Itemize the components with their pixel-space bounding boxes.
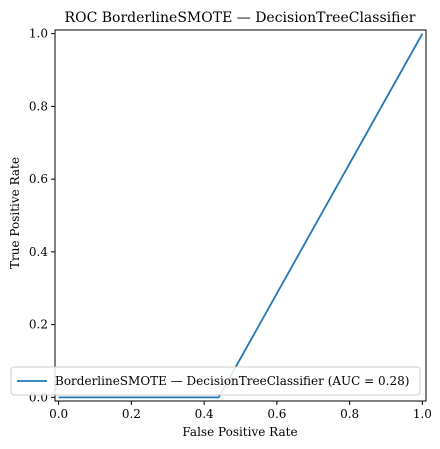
x-axis-label: False Positive Rate	[182, 425, 297, 439]
x-tick-label: 0.4	[195, 407, 214, 421]
plot-frame	[54, 29, 427, 402]
legend-label: BorderlineSMOTE — DecisionTreeClassifier…	[55, 374, 409, 388]
y-axis-ticks: 0.00.20.40.60.81.0	[29, 27, 55, 404]
y-tick-label: 0.4	[29, 245, 48, 259]
y-tick-label: 0.8	[29, 99, 48, 113]
legend: BorderlineSMOTE — DecisionTreeClassifier…	[10, 366, 421, 396]
x-tick-label: 0.6	[267, 407, 286, 421]
y-tick-label: 0.2	[29, 318, 48, 332]
plot-area	[54, 29, 427, 402]
chart-title: ROC BorderlineSMOTE — DecisionTreeClassi…	[65, 10, 416, 26]
y-axis-label: True Positive Rate	[8, 157, 22, 269]
y-tick-label: 0.6	[29, 172, 48, 186]
x-axis-ticks: 0.0 0.2 0.4 0.6 0.8 1.0	[49, 401, 432, 421]
x-tick-label: 0.2	[122, 407, 141, 421]
legend-box	[10, 366, 421, 396]
roc-curve-line	[58, 33, 424, 399]
y-tick-label: 1.0	[29, 27, 48, 41]
x-tick-label: 0.8	[340, 407, 359, 421]
x-tick-label: 1.0	[413, 407, 432, 421]
x-tick-label: 0.0	[49, 407, 68, 421]
